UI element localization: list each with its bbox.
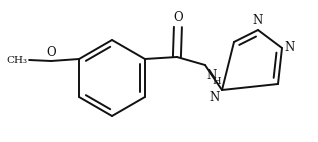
Text: O: O [46, 46, 56, 59]
Text: CH₃: CH₃ [6, 56, 27, 64]
Text: N: N [253, 14, 263, 27]
Text: N: N [206, 69, 216, 82]
Text: H: H [212, 77, 221, 86]
Text: O: O [173, 11, 183, 24]
Text: N: N [210, 91, 220, 104]
Text: N: N [284, 40, 294, 54]
